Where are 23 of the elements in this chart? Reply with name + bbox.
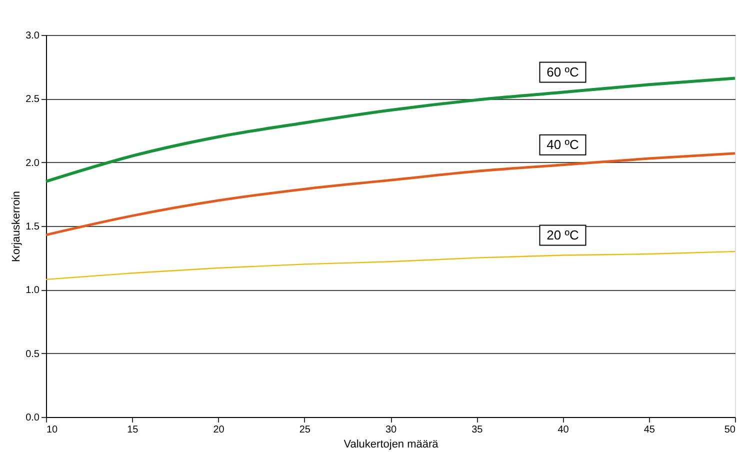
y-tick-label: 1.0 (26, 285, 40, 296)
y-tick-label: 2.5 (26, 94, 40, 106)
x-tick-label: 40 (558, 424, 570, 436)
y-tick-label: 2.0 (26, 158, 40, 169)
x-tick-label: 30 (385, 424, 397, 436)
x-tick-label: 50 (724, 424, 736, 436)
y-tick-label: 0.5 (26, 348, 40, 360)
series-label: 20 ºC (546, 227, 579, 242)
x-tick-label: 25 (299, 424, 311, 436)
x-tick-label: 35 (472, 424, 484, 436)
series-label: 60 ºC (546, 64, 579, 80)
x-tick-label: 10 (46, 424, 58, 436)
x-axis-title: Valukertojen määrä (344, 438, 440, 450)
series-label: 40 ºC (546, 136, 579, 152)
line-series (45, 250, 736, 280)
y-tick-label: 0.0 (26, 412, 40, 424)
line-series (44, 76, 736, 183)
y-tick-label: 3.0 (26, 30, 40, 42)
y-tick-label: 1.5 (26, 222, 40, 232)
x-tick-label: 20 (213, 424, 225, 436)
x-tick-label: 15 (127, 424, 139, 436)
x-tick-label: 45 (644, 424, 656, 436)
y-axis-title: Korjauskerroin (10, 191, 23, 262)
